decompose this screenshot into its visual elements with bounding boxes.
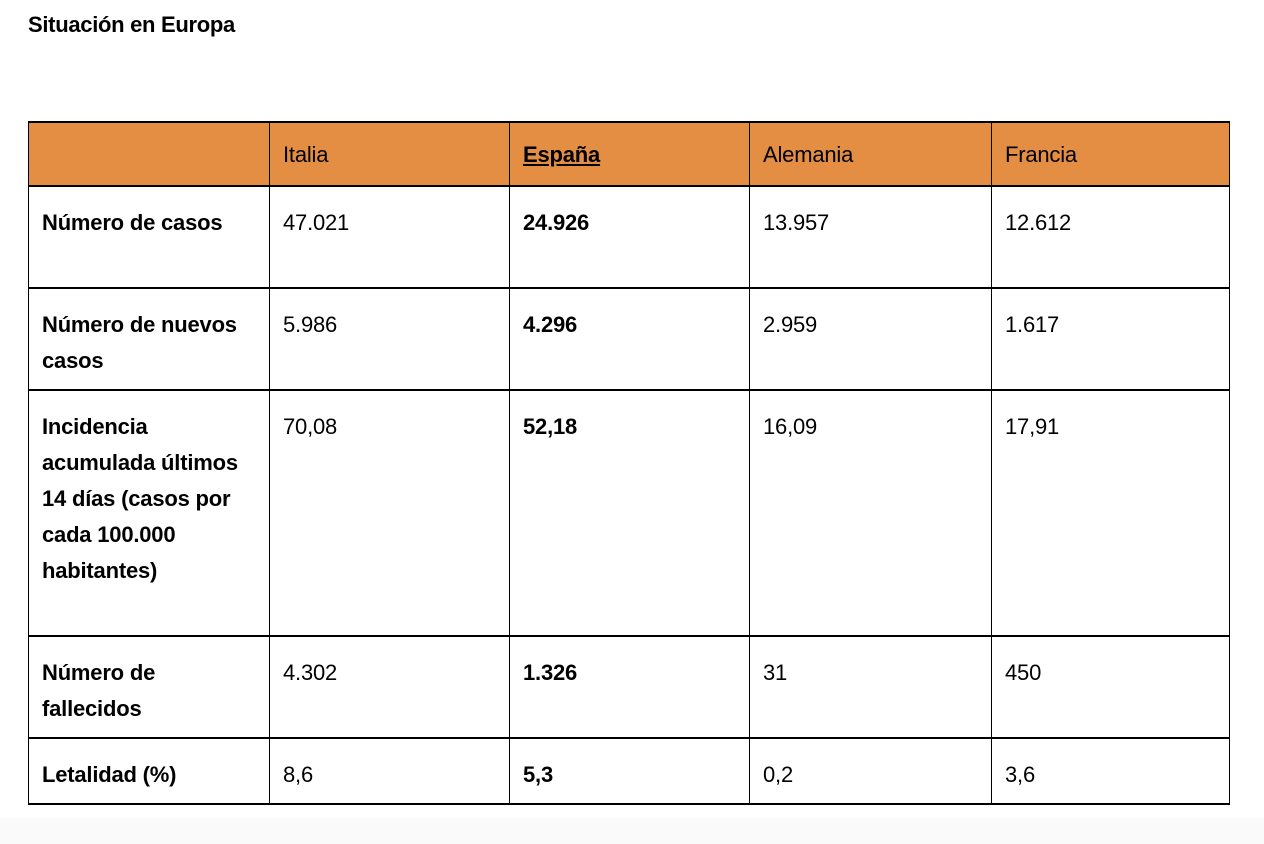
header-cell-empty — [28, 121, 270, 187]
cell: 3,6 — [991, 737, 1230, 805]
cell: 5,3 — [509, 737, 750, 805]
table-row: Letalidad (%) 8,6 5,3 0,2 3,6 — [28, 737, 1230, 805]
cell: 2.959 — [749, 287, 992, 391]
header-cell-alemania: Alemania — [749, 121, 992, 187]
table-row: Número de fallecidos 4.302 1.326 31 450 — [28, 635, 1230, 739]
cell: 1.617 — [991, 287, 1230, 391]
cell: 4.296 — [509, 287, 750, 391]
cell: 31 — [749, 635, 992, 739]
cell: 70,08 — [269, 389, 510, 637]
cell: 5.986 — [269, 287, 510, 391]
cell: 1.326 — [509, 635, 750, 739]
row-label: Número de nuevos casos — [28, 287, 270, 391]
row-label: Número de fallecidos — [28, 635, 270, 739]
europe-situation-table: Italia España Alemania Francia Número de… — [28, 121, 1230, 805]
row-label: Incidencia acumulada últimos 14 días (ca… — [28, 389, 270, 637]
cell: 450 — [991, 635, 1230, 739]
cell: 47.021 — [269, 185, 510, 289]
header-cell-espana: España — [509, 121, 750, 187]
page-title: Situación en Europa — [28, 12, 235, 37]
header-cell-francia: Francia — [991, 121, 1230, 187]
header-cell-italia: Italia — [269, 121, 510, 187]
table-header-row: Italia España Alemania Francia — [28, 121, 1230, 187]
table-row: Número de casos 47.021 24.926 13.957 12.… — [28, 185, 1230, 289]
cell: 8,6 — [269, 737, 510, 805]
table-row: Incidencia acumulada últimos 14 días (ca… — [28, 389, 1230, 637]
row-label: Número de casos — [28, 185, 270, 289]
cell: 24.926 — [509, 185, 750, 289]
row-label: Letalidad (%) — [28, 737, 270, 805]
page-bottom-band — [0, 818, 1264, 844]
cell: 12.612 — [991, 185, 1230, 289]
cell: 16,09 — [749, 389, 992, 637]
cell: 0,2 — [749, 737, 992, 805]
table-row: Número de nuevos casos 5.986 4.296 2.959… — [28, 287, 1230, 391]
cell: 17,91 — [991, 389, 1230, 637]
cell: 13.957 — [749, 185, 992, 289]
cell: 4.302 — [269, 635, 510, 739]
cell: 52,18 — [509, 389, 750, 637]
